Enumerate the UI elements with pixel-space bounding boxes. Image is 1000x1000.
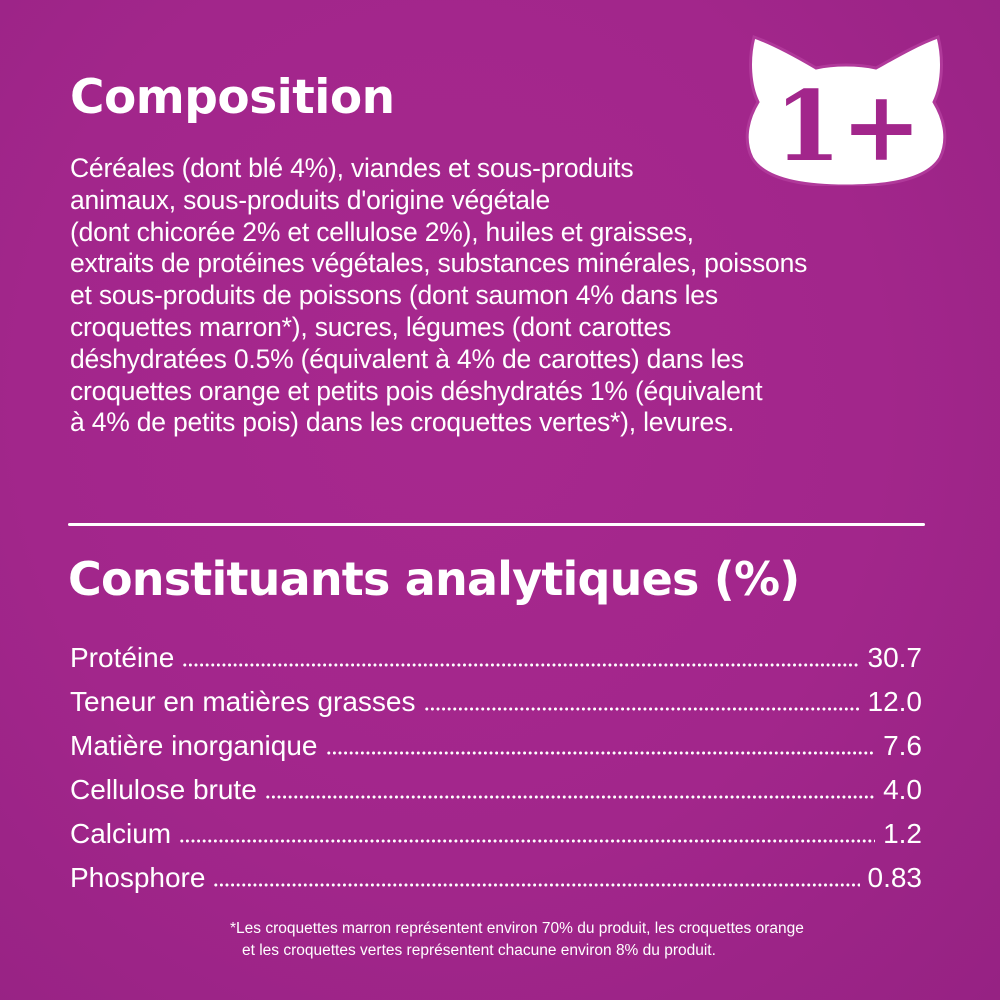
composition-line: animaux, sous-produits d'origine végétal…: [70, 184, 551, 215]
table-row: Teneur en matières grasses 12.0: [70, 680, 922, 724]
dot-leader: [264, 795, 876, 799]
row-value: 4.0: [883, 774, 922, 805]
composition-line: à 4% de petits pois) dans les croquettes…: [70, 407, 735, 438]
composition-line: croquettes orange et petits pois déshydr…: [70, 375, 763, 406]
table-row: Protéine 30.7: [70, 636, 922, 680]
composition-line: croquettes marron*), sucres, légumes (do…: [70, 311, 672, 342]
row-value: 1.2: [883, 818, 922, 849]
badge-label: 1+: [774, 70, 921, 183]
dot-leader: [182, 663, 860, 667]
dot-leader: [179, 839, 876, 843]
section-divider: [68, 523, 925, 526]
footnote-line: et les croquettes vertes représentent ch…: [242, 942, 716, 959]
row-value: 0.83: [867, 862, 923, 893]
table-row: Matière inorganique 7.6: [70, 724, 922, 768]
row-label: Phosphore: [70, 862, 206, 893]
row-value: 12.0: [867, 686, 923, 717]
dot-leader: [325, 751, 876, 755]
footnote: *Les croquettes marron représentent envi…: [230, 918, 930, 962]
analytical-table: Protéine 30.7 Teneur en matières grasses…: [70, 636, 922, 900]
composition-line: Céréales (dont blé 4%), viandes et sous-…: [70, 153, 634, 183]
composition-line: extraits de protéines végétales, substan…: [70, 248, 808, 279]
row-label: Cellulose brute: [70, 774, 257, 805]
composition-body: Céréales (dont blé 4%), viandes et sous-…: [70, 153, 950, 439]
row-label: Teneur en matières grasses: [70, 686, 416, 717]
row-value: 7.6: [883, 730, 922, 761]
footnote-line: *Les croquettes marron représentent envi…: [230, 920, 804, 937]
cat-head-icon: 1+: [745, 35, 947, 188]
composition-line: déshydratées 0.5% (équivalent à 4% de ca…: [70, 343, 744, 374]
dot-leader: [213, 883, 860, 887]
row-value: 30.7: [867, 642, 923, 673]
row-label: Matière inorganique: [70, 730, 318, 761]
row-label: Calcium: [70, 818, 172, 849]
composition-line: et sous-produits de poissons (dont saumo…: [70, 280, 718, 311]
row-label: Protéine: [70, 642, 175, 673]
dot-leader: [423, 707, 860, 711]
age-badge: 1+: [744, 30, 948, 188]
table-row: Cellulose brute 4.0: [70, 768, 922, 812]
composition-title: Composition: [70, 70, 395, 125]
analytical-title: Constituants analytiques (%): [68, 552, 800, 606]
table-row: Calcium 1.2: [70, 812, 922, 856]
table-row: Phosphore 0.83: [70, 856, 922, 900]
composition-line: (dont chicorée 2% et cellulose 2%), huil…: [70, 216, 694, 247]
